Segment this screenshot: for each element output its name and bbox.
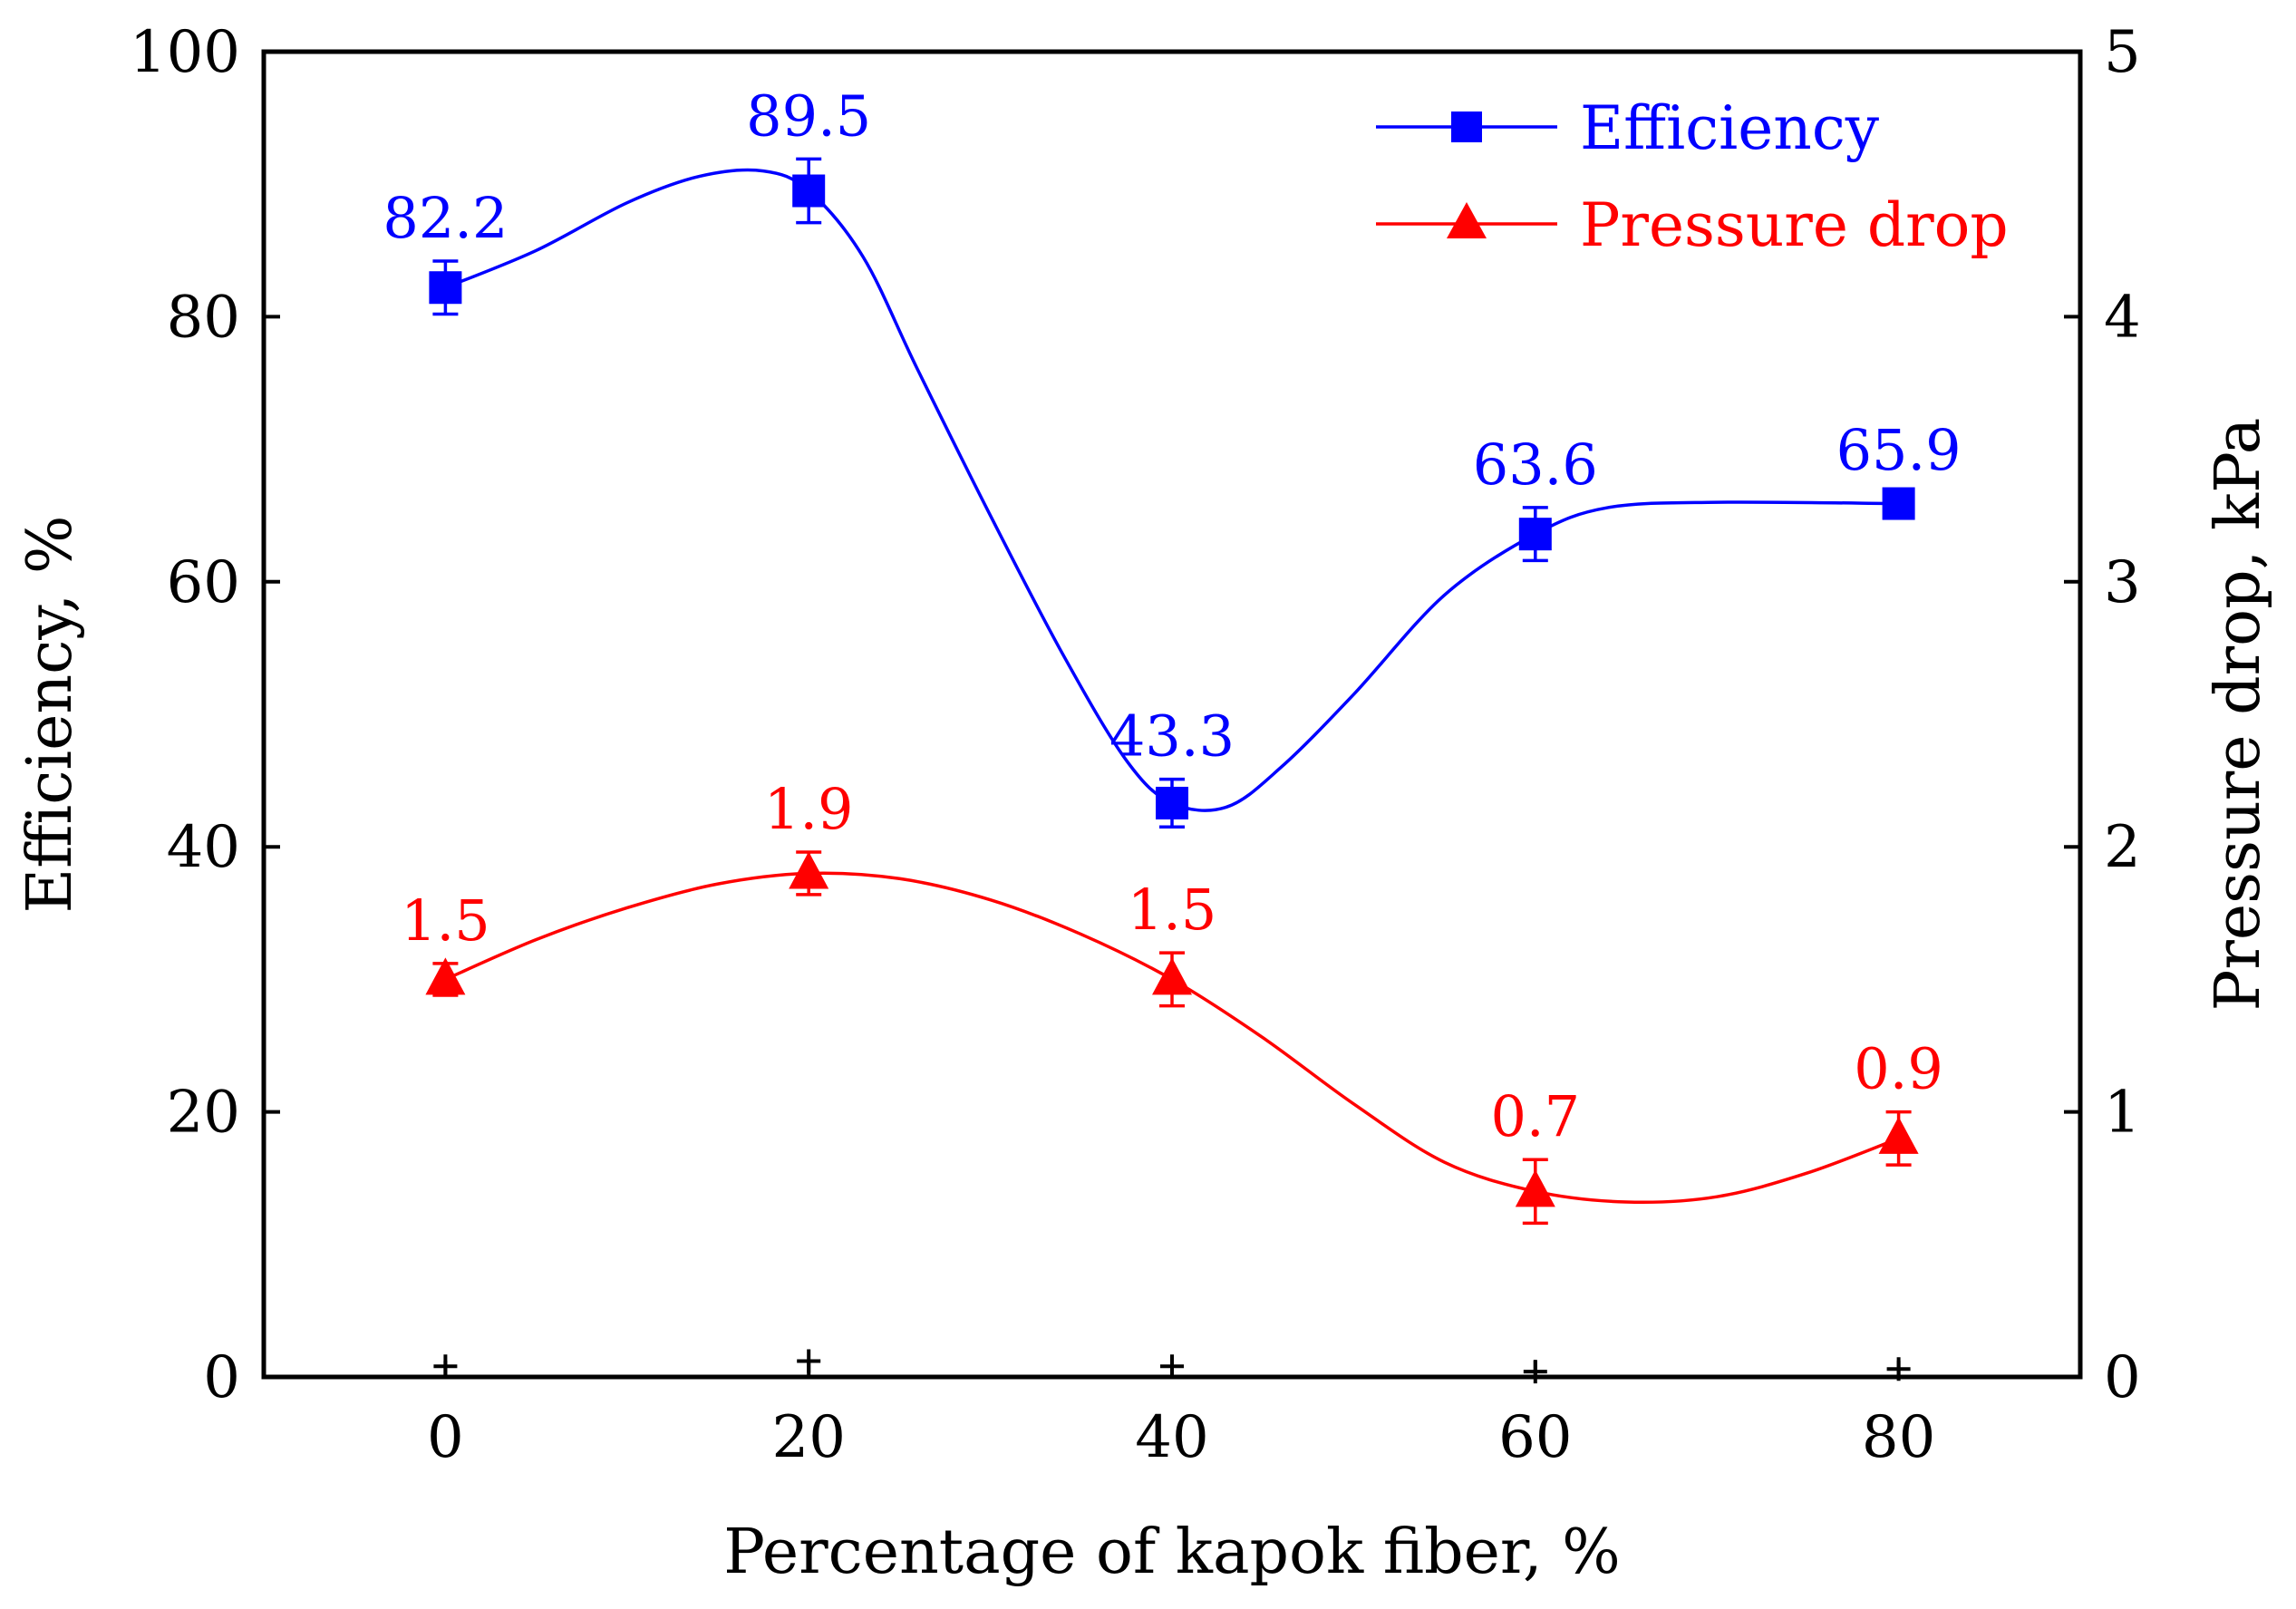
zero-marker	[1160, 1354, 1184, 1379]
efficiency-data-label: 89.5	[746, 82, 871, 149]
zero-marker	[433, 1354, 458, 1379]
x-axis-label: Percentage of kapok fiber, %	[723, 1517, 1621, 1588]
zero-marker	[797, 1349, 821, 1373]
efficiency-point	[1156, 786, 1188, 819]
y-right-tick-label: 4	[2104, 284, 2141, 351]
plot-area: 0 20 40 60 80 0 20 40 60 80 100 0 1 2 3 4 5 Percentage of…	[15, 19, 2274, 1588]
legend-efficiency-marker	[1451, 111, 1482, 142]
pressure-drop-data-label: 0.7	[1490, 1083, 1580, 1149]
efficiency-data-label: 65.9	[1836, 417, 1962, 483]
y-left-axis-label: Efficiency, %	[15, 516, 86, 914]
efficiency-data-label: 43.3	[1109, 703, 1235, 770]
x-tick-label: 40	[1135, 1404, 1208, 1471]
pressure-drop-point	[1878, 1116, 1919, 1154]
x-tick-label: 80	[1862, 1404, 1935, 1471]
legend-pressure-drop-label: Pressure drop	[1580, 190, 2009, 260]
y-right-tick-label: 1	[2104, 1080, 2141, 1147]
efficiency-data-label: 82.2	[383, 185, 508, 251]
efficiency-point	[792, 174, 826, 208]
pressure-drop-point	[1152, 957, 1192, 995]
y-left-tick-label: 40	[167, 814, 240, 881]
efficiency-point	[429, 271, 462, 305]
y-left-tick-label: 80	[167, 284, 240, 351]
pressure-drop-data-label: 1.9	[764, 776, 854, 842]
pressure-drop-data-label: 0.9	[1854, 1036, 1943, 1102]
y-right-tick-label: 3	[2104, 549, 2141, 616]
y-left-tick-label: 60	[167, 549, 240, 616]
pressure-drop-point	[1515, 1169, 1555, 1207]
y-left-tick-label: 20	[167, 1080, 240, 1147]
x-tick-label: 20	[771, 1404, 845, 1471]
efficiency-point	[1882, 487, 1915, 520]
legend-pressure-drop-marker	[1447, 202, 1487, 238]
y-right-tick-label: 2	[2104, 814, 2141, 881]
y-left-tick-label: 100	[130, 19, 240, 86]
pressure-drop-data-label: 1.5	[1128, 877, 1217, 943]
x-tick-label: 60	[1498, 1404, 1572, 1471]
zero-marker	[1886, 1357, 1911, 1381]
y-left-tick-label: 0	[203, 1344, 240, 1411]
efficiency-data-label: 63.6	[1473, 431, 1598, 498]
x-tick-label: 0	[427, 1404, 464, 1471]
efficiency-point	[1518, 518, 1552, 551]
y-right-tick-label: 5	[2104, 19, 2141, 86]
y-right-tick-label: 0	[2104, 1344, 2141, 1411]
pressure-drop-point	[789, 851, 829, 889]
y-right-axis-label: Pressure drop, kPa	[2203, 418, 2274, 1012]
zero-marker	[1523, 1360, 1547, 1384]
legend-efficiency-label: Efficiency	[1580, 93, 1880, 163]
pressure-drop-point	[425, 957, 466, 995]
pressure-drop-data-label: 1.5	[401, 887, 490, 954]
